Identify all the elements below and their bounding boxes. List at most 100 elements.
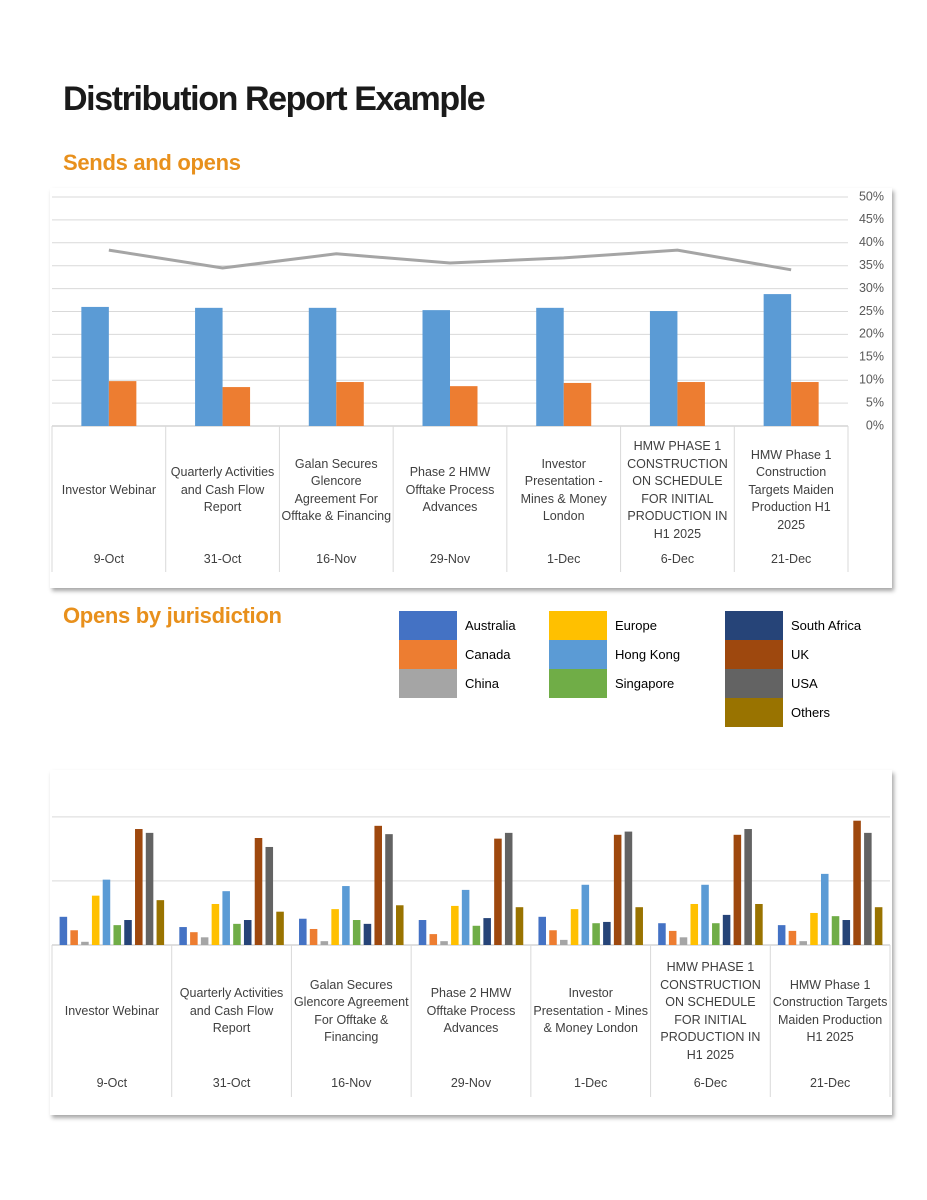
date-label: 31-Oct: [203, 552, 242, 566]
bar: [712, 923, 720, 945]
bar: [222, 387, 251, 426]
legend-label: Hong Kong: [615, 647, 681, 662]
y-tick-label: 25%: [859, 304, 884, 318]
bar: [690, 903, 699, 945]
category-label: HMW Phase 1 Construction Targets Maiden …: [772, 977, 888, 1045]
bar: [570, 909, 579, 945]
legend-label: USA: [791, 676, 818, 691]
legend-swatch: [399, 669, 457, 698]
bar: [581, 884, 590, 945]
bar: [190, 932, 198, 945]
bar: [820, 873, 829, 945]
bar: [864, 832, 872, 945]
line: [108, 248, 792, 272]
category-label: HMW PHASE 1 CONSTRUCTION ON SCHEDULE FOR…: [627, 439, 728, 541]
bar: [744, 829, 752, 945]
bar: [791, 382, 819, 426]
bar: [81, 306, 109, 426]
date-label: 29-Nov: [450, 1076, 492, 1090]
bar: [563, 382, 592, 426]
bar: [842, 920, 851, 945]
y-tick-label: 0%: [866, 418, 884, 432]
bar: [853, 820, 861, 945]
bar: [233, 923, 241, 945]
y-tick-label: 20%: [859, 327, 884, 341]
section-title: Opens by jurisdiction: [63, 603, 282, 628]
category-label: HMW PHASE 1 CONSTRUCTION ON SCHEDULE FOR…: [660, 960, 761, 1062]
bar: [799, 941, 807, 945]
legend-swatch: [549, 611, 607, 640]
bar: [113, 925, 122, 945]
bar: [755, 903, 763, 945]
date-label: 31-Oct: [212, 1076, 251, 1090]
bar: [440, 941, 448, 945]
date-label: 1-Dec: [547, 552, 581, 566]
date-label: 21-Dec: [809, 1076, 851, 1090]
bar: [722, 914, 731, 945]
bar: [874, 907, 883, 945]
bar: [677, 382, 705, 426]
legend-label: Europe: [615, 618, 657, 633]
legend-label: Others: [791, 705, 831, 720]
bar: [536, 307, 564, 426]
bar: [635, 907, 643, 945]
bar: [108, 381, 137, 426]
y-tick-label: 45%: [859, 212, 884, 226]
legend-swatch: [549, 640, 607, 669]
bar: [385, 834, 393, 945]
page-title: Distribution Report Example: [63, 80, 486, 118]
bar: [195, 307, 223, 426]
bar: [831, 916, 840, 945]
bar: [649, 311, 678, 426]
bar: [320, 941, 329, 945]
legend-label: Canada: [465, 647, 511, 662]
bar: [276, 911, 284, 945]
bar: [733, 834, 742, 945]
bar: [265, 846, 274, 945]
date-label: 16-Nov: [316, 552, 357, 566]
category-label: HMW Phase 1 Construction Targets Maiden …: [748, 447, 834, 532]
y-tick-label: 50%: [859, 189, 884, 203]
bar: [603, 921, 611, 945]
bar: [624, 831, 633, 945]
bar: [418, 920, 427, 945]
y-tick-label: 30%: [859, 281, 884, 295]
bar: [91, 895, 100, 945]
legend-swatch: [725, 640, 783, 669]
bar: [81, 941, 89, 945]
bar: [429, 934, 438, 945]
bar: [777, 925, 786, 945]
bar: [374, 825, 382, 945]
bar: [135, 829, 143, 945]
date-label: 6-Dec: [693, 1076, 728, 1090]
bar: [395, 905, 404, 945]
date-label: 21-Dec: [770, 552, 812, 566]
bar: [788, 930, 797, 945]
bar: [560, 939, 568, 945]
bar: [179, 927, 187, 945]
bar: [504, 832, 513, 945]
bar: [701, 884, 709, 945]
category-label: Quarterly Activities and Cash Flow Repor…: [170, 465, 275, 515]
bar: [451, 905, 459, 945]
date-label: 29-Nov: [429, 552, 471, 566]
bar: [124, 920, 132, 945]
bar: [450, 386, 478, 426]
bar: [658, 923, 666, 945]
category-label: Investor Webinar: [61, 482, 156, 497]
category-label: Investor Presentation - Mines & Money Lo…: [520, 456, 607, 524]
bar: [342, 886, 350, 945]
bar: [472, 925, 481, 945]
bar: [145, 832, 154, 945]
bar: [102, 879, 111, 945]
date-label: 16-Nov: [331, 1076, 372, 1090]
bar: [299, 918, 307, 945]
bar: [156, 900, 165, 945]
category-label: Quarterly Activities and Cash Flow Repor…: [179, 986, 284, 1036]
bar: [461, 889, 470, 945]
legend-label: Singapore: [615, 676, 675, 691]
bar: [592, 923, 600, 945]
legend-swatch: [725, 669, 783, 698]
bar: [515, 907, 524, 945]
